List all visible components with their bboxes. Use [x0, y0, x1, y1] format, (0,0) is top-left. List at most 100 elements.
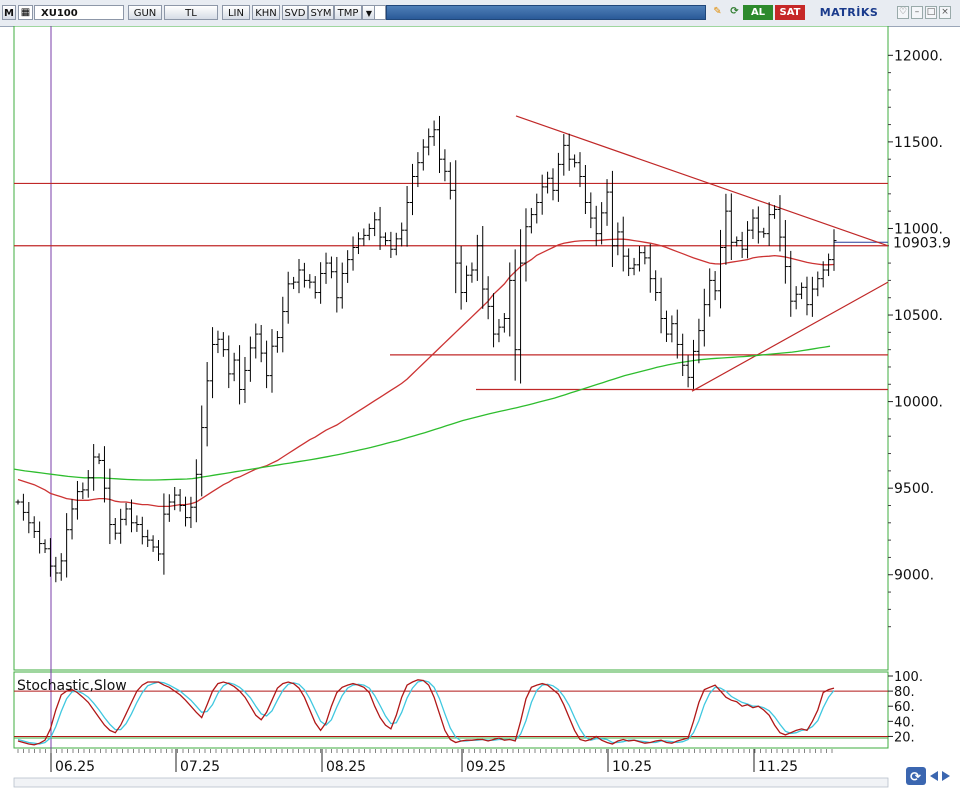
ohlc-bar [161, 493, 167, 575]
ohlc-bar [507, 262, 513, 337]
short-moving-average-line [17, 238, 835, 508]
ohlc-bar [539, 174, 545, 215]
ohlc-bar [474, 234, 480, 281]
ohlc-bar [545, 171, 551, 194]
date-axis-label: 11.25 [758, 759, 798, 775]
ohlc-bar [663, 310, 669, 342]
ohlc-bar [372, 212, 378, 237]
ohlc-bar [226, 335, 232, 389]
price-axis-label: 11000. [894, 221, 943, 237]
ohlc-bar [761, 227, 767, 238]
price-axis-label: 12000. [894, 48, 943, 64]
ohlc-bar [609, 170, 615, 267]
ohlc-bar [361, 228, 367, 246]
ohlc-bar [377, 206, 383, 250]
stochastic-panel: Stochastic,Slow 100.80.60.40.20. [14, 670, 923, 746]
ohlc-bar [453, 160, 459, 294]
restore-icon[interactable]: □ [925, 6, 937, 19]
symbol-field[interactable]: XU100 [34, 5, 124, 20]
ohlc-bar [523, 208, 529, 282]
ohlc-bar [74, 480, 80, 520]
stoch-title: Stochastic,Slow [17, 678, 127, 694]
ohlc-bar [210, 327, 216, 399]
ohlc-bar [42, 539, 48, 554]
ohlc-bar [496, 319, 502, 343]
ohlc-bar [101, 446, 107, 503]
ohlc-bar [253, 323, 259, 359]
ohlc-bar [296, 258, 302, 294]
ohlc-bar [501, 313, 507, 333]
ohlc-bar [734, 236, 740, 247]
date-axis-label: 07.25 [180, 759, 220, 775]
ohlc-bar [128, 499, 134, 533]
horizontal-scrollbar [13, 777, 889, 788]
price-axis-label: 11500. [894, 135, 943, 151]
stoch-axis-label: 20. [894, 730, 915, 745]
ohlc-bar [64, 513, 70, 578]
ohlc-bar [582, 165, 588, 214]
minimize-icon[interactable]: – [911, 6, 923, 19]
ohlc-bar [512, 249, 518, 381]
ohlc-bar [291, 276, 297, 290]
dropdown-icon[interactable] [374, 5, 386, 20]
ohlc-bar [285, 271, 291, 324]
ohlc-bar [631, 257, 637, 276]
ohlc-bar [750, 209, 756, 240]
tmp-button[interactable]: TMP [334, 5, 362, 20]
currency-button[interactable]: TL [164, 5, 218, 20]
buy-button[interactable]: AL [743, 5, 773, 20]
pencil-icon[interactable]: ✎ [713, 6, 722, 17]
ascending-trendline [691, 281, 889, 392]
menu-m-button[interactable]: M [2, 5, 16, 20]
toolbar: M ▦ XU100 GUN TL LIN KHN SVD SYM TMP ▼ ✎… [0, 0, 960, 27]
period-button[interactable]: GUN [128, 5, 162, 20]
ohlc-bar [588, 192, 594, 229]
ohlc-bar [183, 496, 189, 527]
svd-button[interactable]: SVD [282, 5, 308, 20]
ohlc-bar [47, 538, 53, 577]
ohlc-bar [139, 516, 145, 545]
close-icon[interactable]: × [939, 6, 951, 19]
ohlc-bar [264, 340, 270, 389]
symbol-lock-icon[interactable]: ▦ [18, 5, 33, 20]
scroll-left-icon [930, 771, 938, 781]
date-axis-label: 08.25 [326, 759, 366, 775]
moving-averages [13, 238, 835, 508]
price-panel-border [13, 26, 889, 671]
date-axis-label: 06.25 [55, 759, 95, 775]
price-axis: 9000. 9500. 10000. 10500. 11000. 11500. 12000.… [888, 48, 960, 628]
ohlc-bar [269, 329, 275, 393]
price-axis-label: 10000. [894, 395, 943, 411]
ohlc-bar [647, 243, 653, 293]
sell-button[interactable]: SAT [775, 5, 805, 20]
ohlc-bar [53, 556, 59, 583]
sym-button[interactable]: SYM [308, 5, 334, 20]
ohlc-bar [572, 154, 578, 168]
toolbar-spacer [386, 5, 706, 20]
ohlc-bar [804, 276, 810, 316]
last-price-label: 10903.9 [893, 235, 951, 251]
ohlc-bar [242, 356, 248, 403]
ohlc-bar [91, 444, 97, 491]
ohlc-bar [831, 229, 837, 271]
scale-lin-button[interactable]: LIN [222, 5, 250, 20]
ohlc-bar [431, 120, 437, 146]
ohlc-bar [26, 501, 32, 534]
khn-button[interactable]: KHN [252, 5, 280, 20]
brand-logo: MATRİKS [819, 6, 879, 19]
ohlc-bar [658, 277, 664, 334]
ohlc-bar [220, 332, 226, 357]
ohlc-bar [96, 453, 102, 465]
stoch-d-line [17, 679, 835, 745]
ohlc-bar [707, 268, 713, 317]
ohlc-bar [723, 193, 729, 265]
ohlc-bar [177, 489, 183, 512]
ohlc-bar [58, 553, 64, 581]
ohlc-bar [215, 330, 221, 354]
refresh-icon[interactable]: ⟳ [730, 6, 739, 17]
ohlc-bar [447, 162, 453, 200]
date-axis-label: 10.25 [612, 759, 652, 775]
ohlc-bar [301, 262, 307, 288]
heart-icon[interactable]: ♡ [897, 6, 909, 19]
ohlc-bar [415, 152, 421, 188]
